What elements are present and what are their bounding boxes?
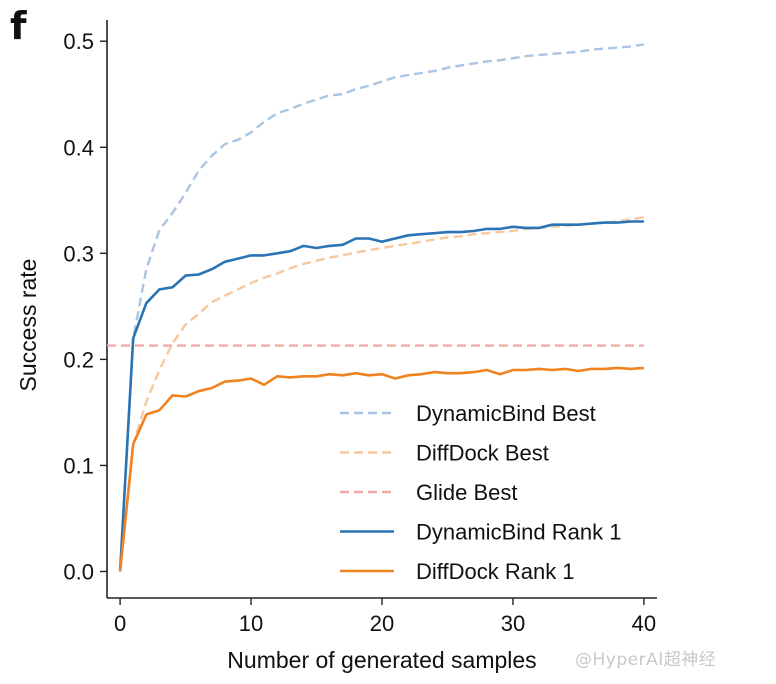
y-tick-label: 0.5 — [63, 29, 94, 54]
legend-label: DynamicBind Best — [416, 401, 596, 426]
watermark: @HyperAI超神经 — [575, 650, 717, 670]
legend-label: DiffDock Best — [416, 441, 549, 466]
axes: 0 10 20 30 40 0.0 0.1 0.2 0.3 0.4 0.5 — [63, 20, 657, 636]
y-tick-label: 0.3 — [63, 241, 94, 266]
legend-label: DynamicBind Rank 1 — [416, 520, 621, 545]
y-tick-label: 0.1 — [63, 453, 94, 478]
y-tick-label: 0.0 — [63, 559, 94, 584]
series-line-diffdock-best — [118, 216, 645, 572]
x-tick-label: 20 — [370, 611, 394, 636]
x-tick-label: 0 — [114, 611, 126, 636]
series-line-dynamicbind-rank-1 — [118, 220, 644, 572]
x-axis-label: Number of generated samples — [227, 647, 536, 673]
y-axis-label: Success rate — [15, 259, 41, 392]
series-layer — [107, 43, 645, 572]
legend-label: DiffDock Rank 1 — [416, 559, 575, 584]
legend-label: Glide Best — [416, 480, 518, 505]
x-tick-label: 40 — [632, 611, 656, 636]
y-tick-label: 0.2 — [63, 347, 94, 372]
panel-label: f — [10, 4, 27, 48]
legend: DynamicBind Best DiffDock Best Glide Best D… — [340, 401, 621, 584]
x-tick-label: 30 — [501, 611, 525, 636]
series-line-dynamicbind-best — [118, 43, 645, 572]
y-tick-label: 0.4 — [63, 135, 94, 160]
x-tick-label: 10 — [239, 611, 263, 636]
series-line-diffdock-rank-1 — [118, 366, 644, 572]
